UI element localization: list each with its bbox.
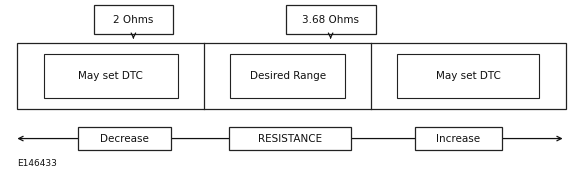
Text: RESISTANCE: RESISTANCE: [258, 134, 322, 143]
FancyBboxPatch shape: [78, 127, 171, 150]
Text: Increase: Increase: [436, 134, 480, 143]
Text: 3.68 Ohms: 3.68 Ohms: [302, 15, 359, 24]
Text: Decrease: Decrease: [100, 134, 149, 143]
FancyBboxPatch shape: [17, 42, 566, 109]
FancyBboxPatch shape: [230, 54, 345, 98]
Text: May set DTC: May set DTC: [436, 71, 501, 81]
FancyBboxPatch shape: [229, 127, 351, 150]
FancyBboxPatch shape: [94, 5, 173, 34]
FancyBboxPatch shape: [285, 5, 376, 34]
FancyBboxPatch shape: [44, 54, 178, 98]
Text: E146433: E146433: [17, 159, 57, 168]
Text: May set DTC: May set DTC: [78, 71, 143, 81]
Text: 2 Ohms: 2 Ohms: [113, 15, 154, 24]
Text: Desired Range: Desired Range: [249, 71, 326, 81]
FancyBboxPatch shape: [397, 54, 539, 98]
FancyBboxPatch shape: [415, 127, 502, 150]
